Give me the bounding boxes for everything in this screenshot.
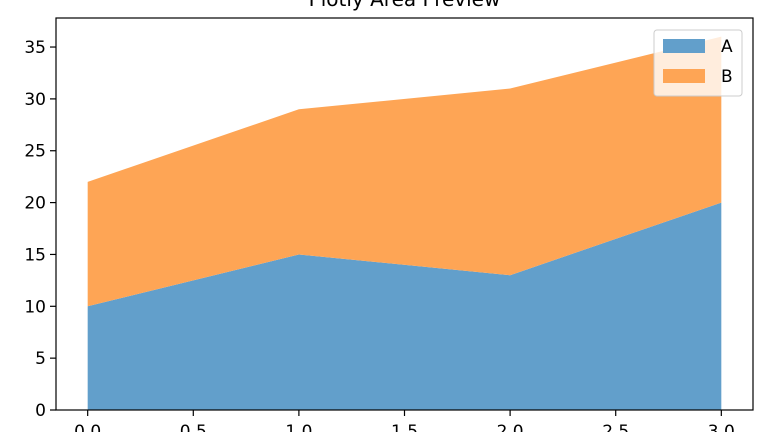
area-series-A xyxy=(87,202,722,410)
area-series-B xyxy=(87,36,722,307)
area-series-group xyxy=(87,36,722,410)
x-tick-label: 2.0 xyxy=(497,422,524,432)
x-tick-label: 3.0 xyxy=(708,422,735,432)
x-axis: 0.0 0.5 1.0 1.5 2.0 2.5 3.0 xyxy=(74,410,735,432)
legend-label-B: B xyxy=(721,67,733,87)
x-tick-label: 2.5 xyxy=(602,422,629,432)
x-tick-label: 0.0 xyxy=(74,422,101,432)
y-tick-label: 10 xyxy=(24,297,46,317)
x-tick-label: 0.5 xyxy=(180,422,207,432)
y-tick-label: 20 xyxy=(24,194,46,214)
y-tick-label: 5 xyxy=(35,349,46,369)
y-tick-label: 30 xyxy=(24,90,46,110)
chart-title: Plotly Area Preview xyxy=(309,0,501,11)
y-axis: 0 5 10 15 20 25 30 35 xyxy=(24,38,56,421)
x-tick-label: 1.0 xyxy=(285,422,312,432)
legend-label-A: A xyxy=(721,37,733,57)
y-tick-label: 15 xyxy=(24,245,46,265)
y-tick-label: 35 xyxy=(24,38,46,58)
legend: AB xyxy=(653,29,743,97)
y-tick-label: 25 xyxy=(24,142,46,162)
x-tick-label: 1.5 xyxy=(391,422,418,432)
legend-swatch-A xyxy=(663,39,705,53)
legend-swatch-B xyxy=(663,69,705,83)
y-tick-label: 0 xyxy=(35,401,46,421)
